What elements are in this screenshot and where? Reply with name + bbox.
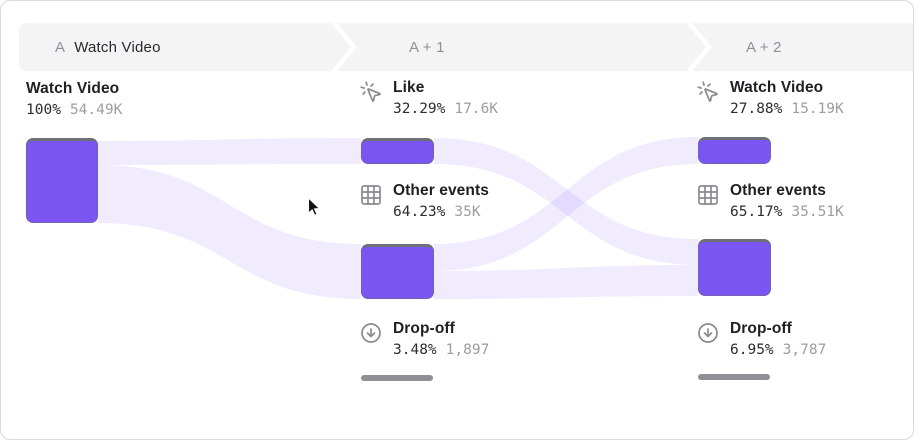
- step-chevron-a[interactable]: A Watch Video: [19, 23, 351, 71]
- event-percent: 27.88%: [730, 101, 783, 117]
- step-label: A + 1: [409, 38, 445, 56]
- event-name: Like: [393, 79, 425, 96]
- node-drop-off-step-a2[interactable]: [698, 374, 770, 380]
- node-drop-off-step-a1[interactable]: [361, 375, 433, 381]
- event-count: 35K: [454, 204, 481, 220]
- flow-otherevents-to-watchvideo[interactable]: [434, 137, 698, 271]
- step-label: A + 2: [746, 38, 782, 56]
- mouse-cursor: [307, 196, 322, 223]
- flow-watchvideo-to-otherevents[interactable]: [98, 165, 361, 299]
- step-chevron-a1[interactable]: A + 1: [337, 23, 706, 71]
- event-label-watch-video-a[interactable]: Watch Video 100% 54.49K: [26, 80, 129, 119]
- cursor-click-icon: [359, 80, 383, 104]
- event-percent: 32.29%: [393, 101, 446, 117]
- grid-icon: [359, 183, 383, 207]
- event-count: 35.51K: [791, 204, 844, 220]
- event-label-drop-off-a1[interactable]: Drop-off 3.48% 1,897: [359, 320, 496, 359]
- event-name: Watch Video: [730, 79, 824, 96]
- event-count: 54.49K: [69, 102, 123, 118]
- event-percent: 3.48%: [393, 342, 437, 358]
- node-other-events-step-a1[interactable]: [361, 244, 434, 299]
- event-label-other-events-a2[interactable]: Other events 65.17% 35.51K: [696, 182, 850, 221]
- event-label-like[interactable]: Like 32.29% 17.6K: [359, 79, 505, 118]
- event-percent: 64.23%: [393, 204, 446, 220]
- node-other-events-step-a2[interactable]: [698, 239, 771, 296]
- event-count: 1,897: [445, 342, 490, 358]
- event-name: Other events: [730, 182, 826, 199]
- grid-icon: [696, 183, 720, 207]
- event-name: Drop-off: [730, 320, 792, 337]
- drop-off-icon: [359, 321, 383, 345]
- event-label-watch-video-a2[interactable]: Watch Video 27.88% 15.19K: [696, 79, 850, 118]
- cursor-click-icon: [696, 80, 720, 104]
- event-count: 3,787: [782, 342, 827, 358]
- event-name: Drop-off: [393, 320, 455, 337]
- step-event-name: Watch Video: [74, 38, 161, 56]
- event-percent: 65.17%: [730, 204, 783, 220]
- node-watch-video-step-a[interactable]: [26, 138, 98, 223]
- flow-like-to-otherevents[interactable]: [434, 138, 698, 265]
- flow-watchvideo-to-like[interactable]: [98, 138, 361, 165]
- event-name: Other events: [393, 182, 489, 199]
- drop-off-icon: [696, 321, 720, 345]
- event-count: 15.19K: [791, 101, 844, 117]
- event-percent: 100%: [26, 102, 61, 118]
- step-chevron-a2[interactable]: A + 2: [692, 23, 913, 71]
- event-label-drop-off-a2[interactable]: Drop-off 6.95% 3,787: [696, 320, 833, 359]
- node-like-step-a1[interactable]: [361, 138, 434, 164]
- event-label-other-events-a1[interactable]: Other events 64.23% 35K: [359, 182, 495, 221]
- flow-otherevents-to-otherevents[interactable]: [434, 265, 698, 299]
- event-name: Watch Video: [26, 80, 120, 97]
- step-letter: A: [55, 38, 66, 56]
- node-watch-video-step-a2[interactable]: [698, 137, 771, 164]
- event-count: 17.6K: [454, 101, 499, 117]
- event-percent: 6.95%: [730, 342, 774, 358]
